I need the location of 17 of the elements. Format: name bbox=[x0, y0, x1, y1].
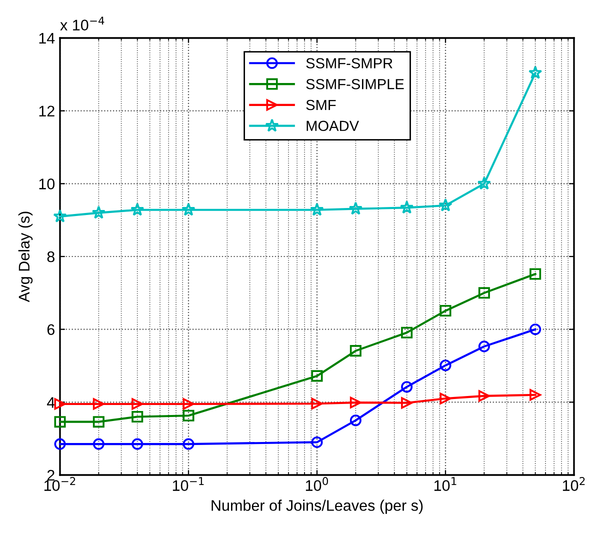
x-tick-label: 10$^{1}$ bbox=[434, 477, 456, 491]
y-axis-title: Avg Delay (s) bbox=[18, 212, 33, 302]
legend-label: SSMF-SIMPLE bbox=[306, 78, 404, 90]
x-axis-title: Number of Joins/Leaves (per s) bbox=[212, 500, 423, 514]
y-tick-label: 8 bbox=[47, 251, 54, 262]
text: x 10$^{−4}$ bbox=[60, 16, 104, 31]
y-tick-label: 6 bbox=[47, 324, 54, 336]
legend-label: SSMF-SMPR bbox=[306, 58, 392, 68]
x-tick-label: 10$^{0}$ bbox=[306, 477, 328, 491]
y-tick-label: 12 bbox=[39, 106, 54, 116]
y-tick-label: 4 bbox=[46, 397, 55, 408]
legend-label: SMF bbox=[306, 100, 336, 110]
legend-label: MOADV bbox=[306, 120, 359, 132]
x-tick-label: 10$^{2}$ bbox=[562, 477, 585, 491]
y-tick-label: 14 bbox=[39, 33, 55, 44]
x-tick-label: 10$^{−1}$ bbox=[172, 477, 204, 491]
y-tick-label: 10 bbox=[39, 178, 55, 190]
